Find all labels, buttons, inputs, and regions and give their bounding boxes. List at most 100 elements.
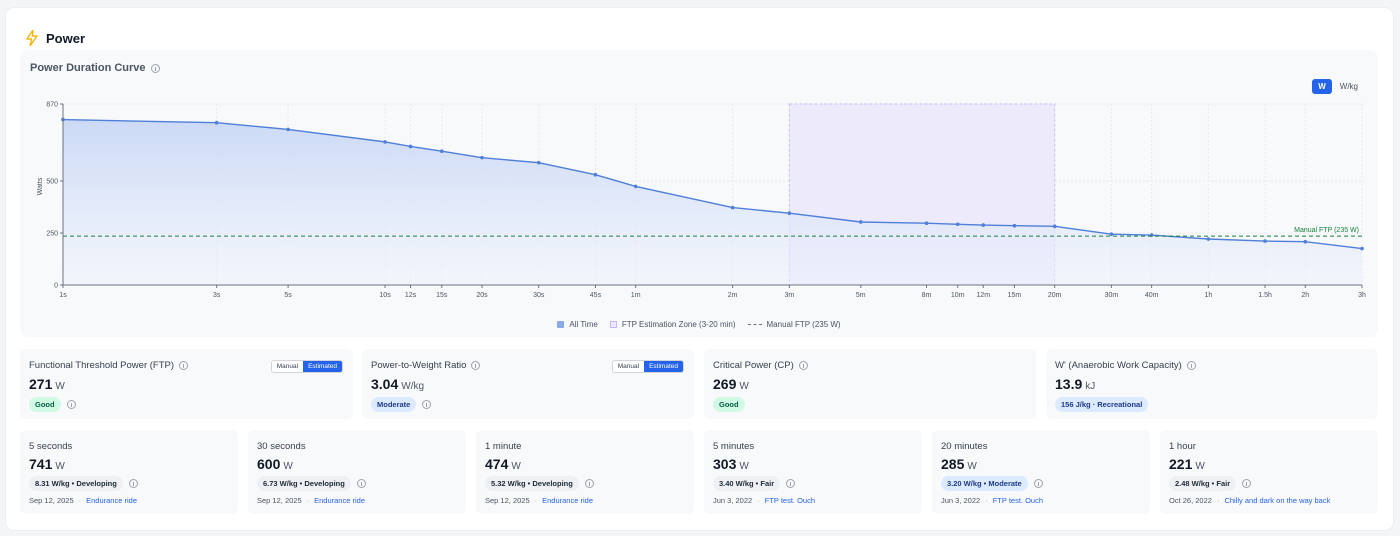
ride-link[interactable]: Endurance ride [314, 496, 365, 505]
unit-wkg-button[interactable]: W/kg [1339, 82, 1358, 91]
legend-swatch-all-time [557, 321, 565, 328]
section-title: Power [46, 30, 86, 46]
data-point [730, 205, 735, 210]
legend-all-time[interactable]: All Time [557, 320, 598, 329]
info-icon[interactable] [422, 400, 432, 409]
data-point [981, 223, 986, 227]
info-icon[interactable] [1186, 361, 1196, 370]
metric-label-text: W' (Anaerobic Work Capacity) [1055, 360, 1182, 371]
data-point [408, 144, 413, 149]
ride-link[interactable]: FTP test. Ouch [992, 496, 1043, 505]
metric-label: Critical Power (CP) [713, 360, 808, 371]
pwr-source-toggle: Manual Estimated [611, 360, 684, 373]
power-panel: Power Power Duration Curve W W/kg Manual… [6, 8, 1393, 530]
rating-badge: 5.32 W/kg • Developing [485, 476, 579, 491]
power-unit: W [511, 461, 521, 472]
data-point [593, 172, 598, 177]
rating-badge: 6.73 W/kg • Developing [257, 476, 351, 491]
info-icon[interactable] [584, 479, 594, 488]
best-effort-card[interactable]: 1 hour 221 W 2.48 W/kg • Fair Oct 26, 202… [1160, 430, 1378, 514]
data-point [536, 160, 541, 165]
manual-toggle[interactable]: Manual [276, 363, 299, 370]
effort-date: Oct 26, 2022 [1169, 496, 1212, 505]
power-duration-curve-plot: Manual FTP (235 W) 0 250 500 870 1s 3s 5s 10s 12s… [37, 102, 1366, 300]
data-point [1206, 237, 1211, 241]
info-icon[interactable] [1033, 479, 1043, 488]
best-effort-duration: 1 minute [485, 441, 522, 452]
rating-row: 3.40 W/kg • Fair [713, 476, 796, 491]
estimated-toggle[interactable]: Estimated [644, 361, 683, 372]
separator: · [306, 496, 310, 505]
x-tick-label: 20m [1048, 292, 1062, 299]
ride-link[interactable]: Chilly and dark on the way back [1224, 496, 1331, 505]
info-icon[interactable] [150, 63, 160, 73]
metric-value-number: 271 [29, 376, 53, 392]
best-effort-card[interactable]: 1 minute 474 W 5.32 W/kg • Developing Sep… [476, 430, 694, 514]
curve-line [62, 118, 1363, 250]
effort-date: Sep 12, 2025 [485, 496, 530, 505]
y-tick-label: 870 [46, 102, 58, 109]
best-effort-duration: 5 seconds [29, 441, 73, 452]
x-tick-label: 15s [436, 292, 448, 299]
rating-row: 6.73 W/kg • Developing [257, 476, 366, 491]
chart-legend: All Time FTP Estimation Zone (3-20 min) … [20, 320, 1378, 329]
metric-value: 269 W [713, 376, 749, 392]
ride-link[interactable]: Endurance ride [542, 496, 593, 505]
best-effort-card[interactable]: 5 minutes 303 W 3.40 W/kg • Fair Jun 3, 2… [704, 430, 922, 514]
metric-unit: W/kg [401, 381, 425, 392]
metric-badge-row: Good [29, 397, 76, 412]
status-badge: Good [713, 397, 745, 412]
best-effort-card[interactable]: 20 minutes 285 W 3.20 W/kg • Moderate Jun… [932, 430, 1150, 514]
legend-manual-ftp[interactable]: Manual FTP (235 W) [747, 320, 841, 329]
best-effort-card[interactable]: 5 seconds 741 W 8.31 W/kg • Developing Se… [20, 430, 238, 514]
info-icon[interactable] [471, 361, 481, 370]
separator: · [757, 496, 760, 505]
info-icon[interactable] [128, 479, 138, 488]
effort-date: Sep 12, 2025 [29, 496, 74, 505]
info-icon[interactable] [179, 361, 189, 370]
ftp-line-label: Manual FTP (235 W) [1294, 227, 1359, 234]
power-to-weight-card: Power-to-Weight Ratio Manual Estimated 3.… [362, 349, 694, 419]
power-value: 474 [485, 456, 509, 472]
x-tick-label: 40m [1145, 292, 1159, 299]
best-effort-card[interactable]: 30 seconds 600 W 6.73 W/kg • Developing S… [248, 430, 466, 514]
info-icon[interactable] [356, 479, 366, 488]
metric-unit: W [55, 381, 65, 392]
ride-link[interactable]: FTP test. Ouch [764, 496, 815, 505]
effort-date: Jun 3, 2022 [941, 496, 981, 505]
power-unit: W [739, 461, 749, 472]
unit-watts-button[interactable]: W [1312, 79, 1332, 94]
rating-row: 3.20 W/kg • Moderate [941, 476, 1043, 491]
legend-ftp-zone[interactable]: FTP Estimation Zone (3-20 min) [609, 320, 736, 329]
rating-row: 2.48 W/kg • Fair [1169, 476, 1252, 491]
data-point [439, 149, 444, 154]
metric-value: 271 W [29, 376, 65, 392]
x-tick-label: 1.5h [1258, 292, 1272, 299]
x-tick-label: 2h [1301, 292, 1309, 299]
metric-label-text: Functional Threshold Power (FTP) [29, 360, 175, 371]
info-icon[interactable] [798, 361, 808, 370]
x-tick-label: 5s [284, 292, 292, 299]
effort-meta: Oct 26, 2022 · Chilly and dark on the way … [1169, 496, 1330, 505]
power-value: 741 [29, 456, 53, 472]
info-icon[interactable] [786, 479, 796, 488]
chart-title-text: Power Duration Curve [30, 62, 146, 74]
estimated-toggle[interactable]: Estimated [303, 361, 342, 372]
status-badge: 156 J/kg · Recreational [1055, 397, 1149, 412]
best-effort-duration: 5 minutes [713, 441, 755, 452]
best-effort-power: 474 W [485, 456, 521, 472]
info-icon[interactable] [1242, 479, 1252, 488]
info-icon[interactable] [66, 400, 76, 409]
legend-label: All Time [569, 320, 598, 329]
ride-link[interactable]: Endurance ride [86, 496, 137, 505]
effort-meta: Sep 12, 2025 · Endurance ride [29, 496, 137, 505]
best-effort-power: 285 W [941, 456, 977, 472]
data-point [858, 220, 863, 224]
power-value: 600 [257, 456, 281, 472]
data-point [383, 140, 387, 144]
critical-power-card: Critical Power (CP) 269 W Good [704, 349, 1036, 419]
data-point [1360, 246, 1364, 251]
manual-toggle[interactable]: Manual [617, 363, 640, 370]
data-point [286, 127, 290, 132]
x-tick-label: 1s [59, 292, 67, 299]
